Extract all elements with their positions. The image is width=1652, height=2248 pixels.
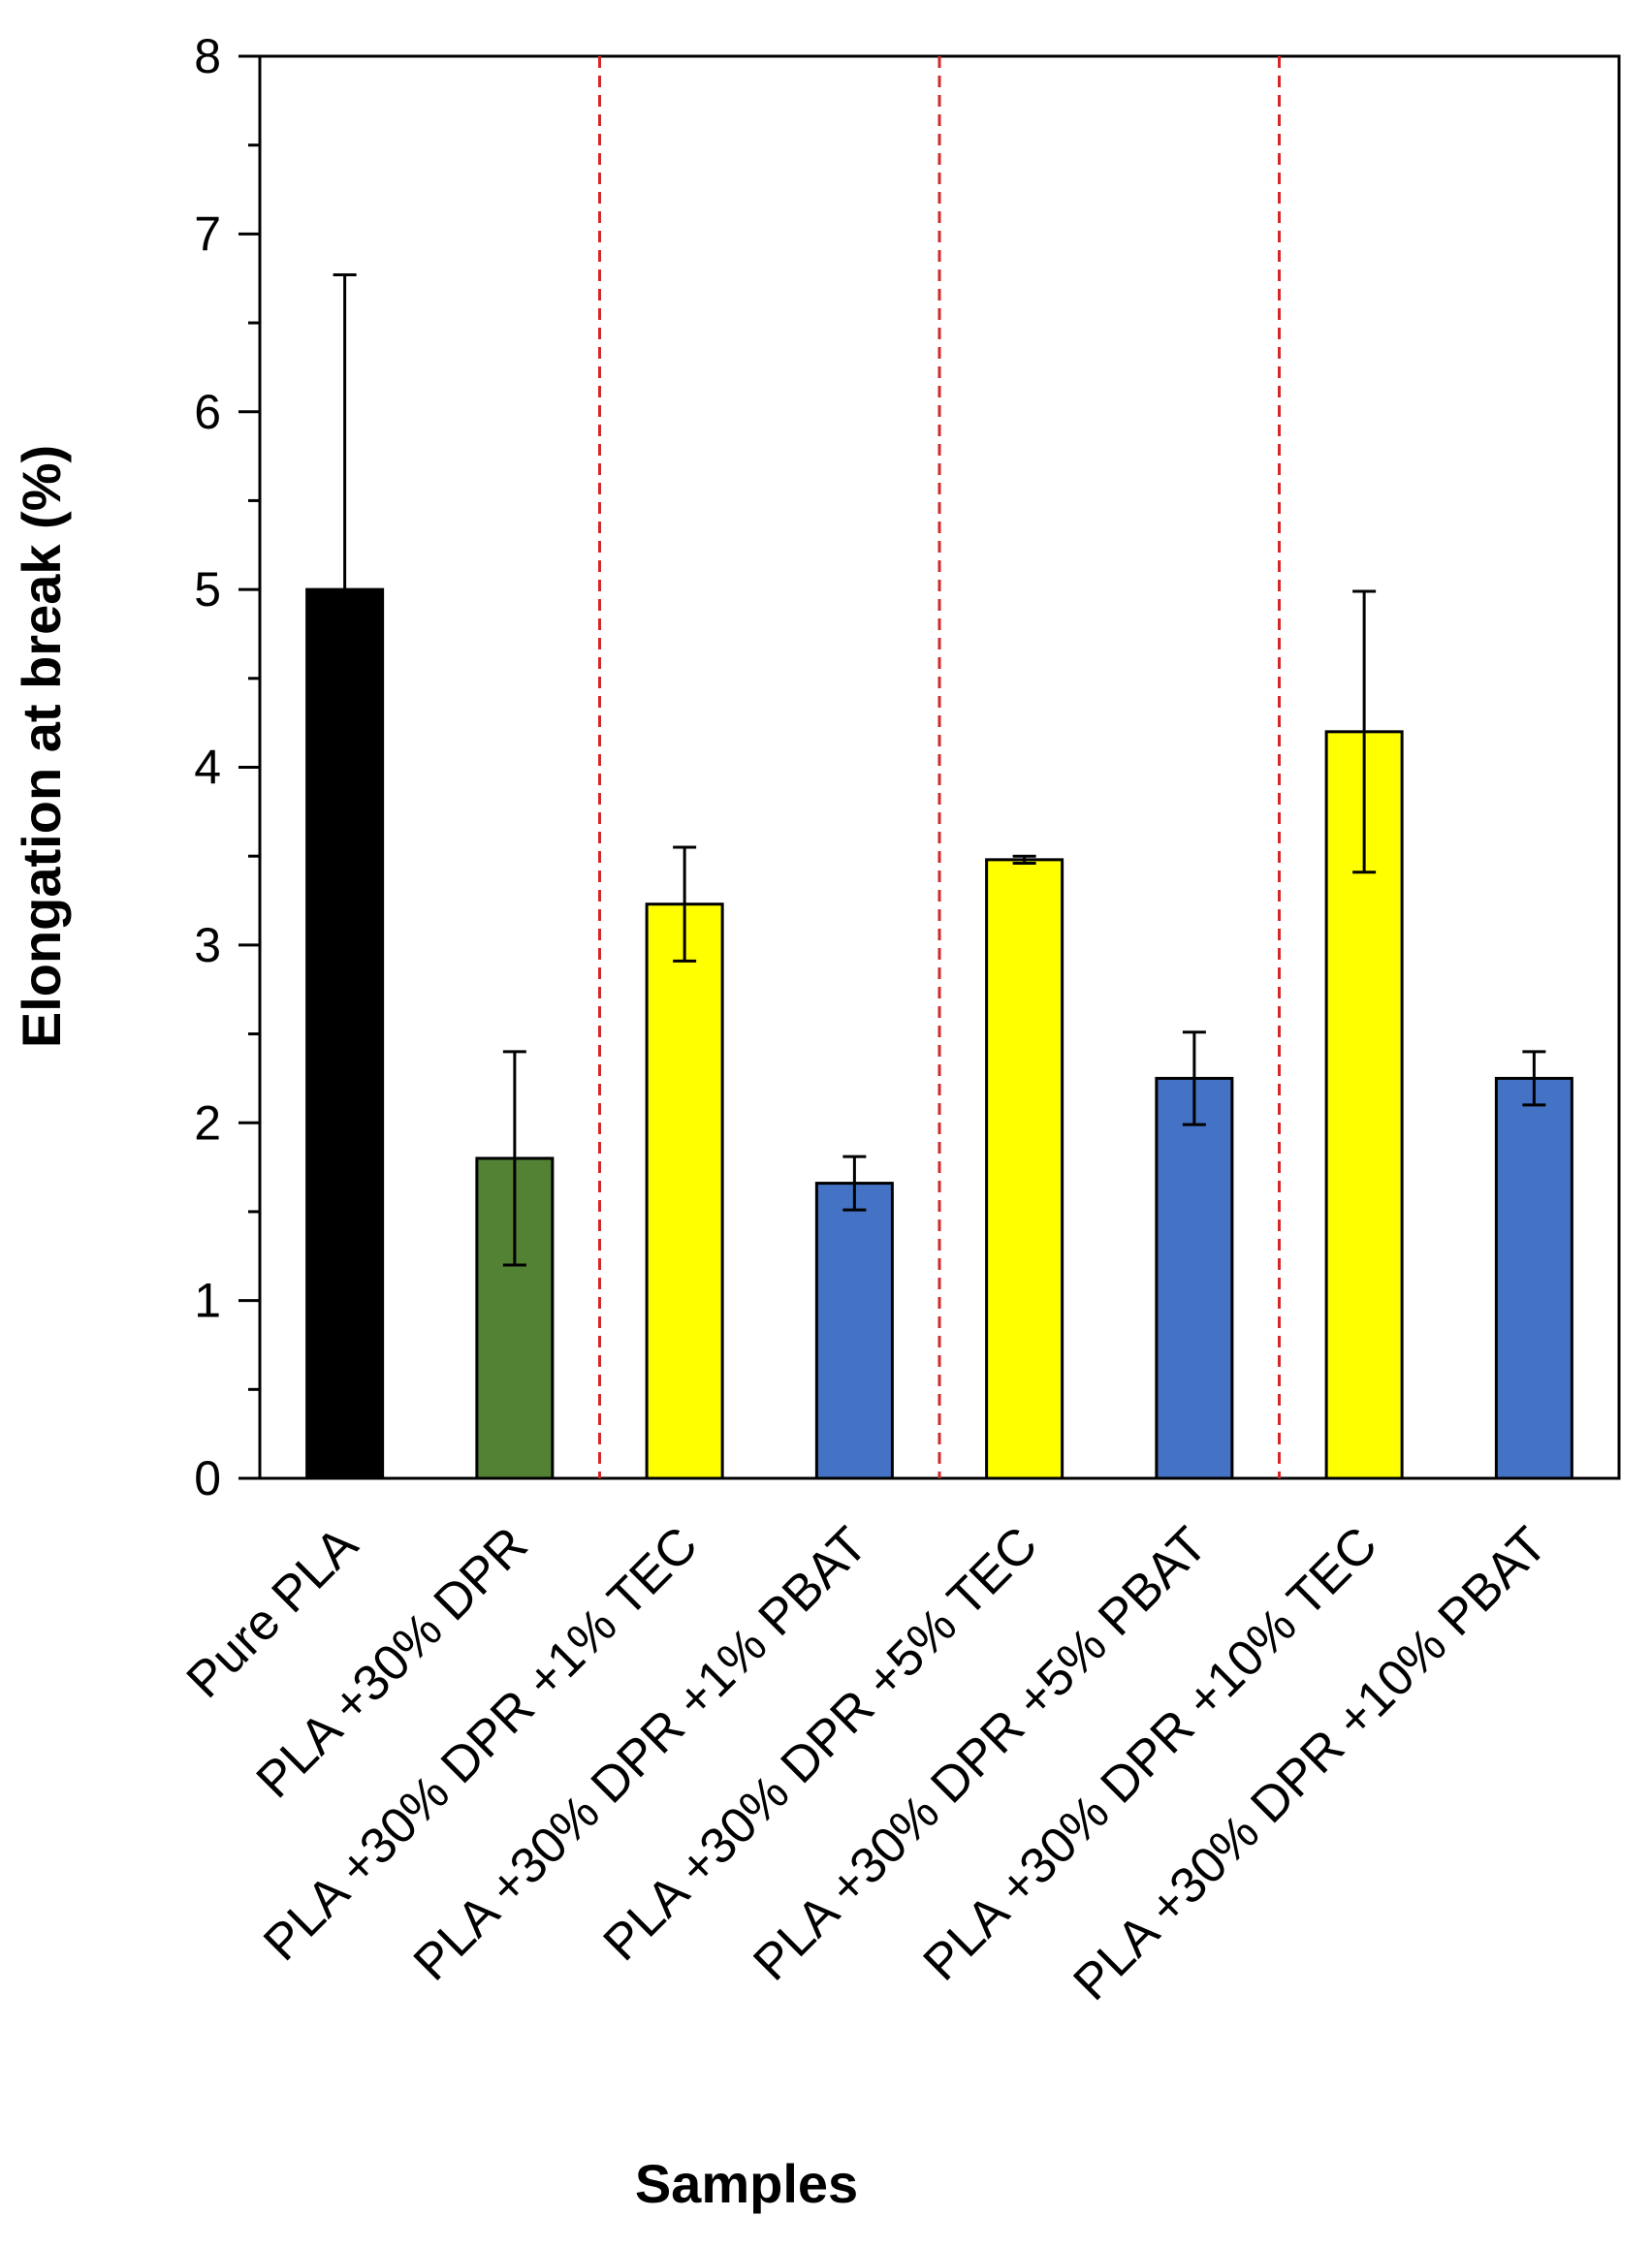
bar-3 (645, 902, 724, 1480)
error-bars (333, 273, 1546, 1267)
y-tick-labels: 0 1 2 3 4 5 6 7 8 (194, 29, 221, 1505)
bar-5 (985, 858, 1064, 1480)
error-bar-2 (502, 1050, 526, 1267)
y-tick-label: 3 (194, 918, 221, 972)
error-bar-5 (1012, 854, 1036, 866)
error-bar-1 (333, 273, 357, 906)
error-bar-8 (1522, 1050, 1546, 1107)
bar-4 (814, 1182, 894, 1480)
bar-6 (1155, 1076, 1234, 1480)
y-tick-label: 2 (194, 1095, 221, 1150)
y-axis (238, 54, 260, 1480)
y-tick-label: 4 (194, 741, 221, 795)
y-tick-label: 6 (194, 385, 221, 439)
bar-8 (1494, 1076, 1573, 1480)
y-tick-label: 0 (194, 1451, 221, 1505)
bars (305, 587, 1573, 1480)
y-tick-label: 7 (194, 206, 221, 261)
y-axis-title: Elongation at break (%) (11, 445, 72, 1048)
y-tick-label: 8 (194, 29, 221, 83)
error-bar-7 (1352, 589, 1377, 874)
x-axis-title: Samples (635, 2153, 858, 2214)
error-bar-6 (1182, 1030, 1206, 1126)
group-separators (598, 56, 1281, 1478)
error-bar-4 (842, 1155, 867, 1212)
y-tick-label: 5 (194, 562, 221, 617)
y-tick-label: 1 (194, 1274, 221, 1328)
error-bar-3 (673, 845, 697, 963)
